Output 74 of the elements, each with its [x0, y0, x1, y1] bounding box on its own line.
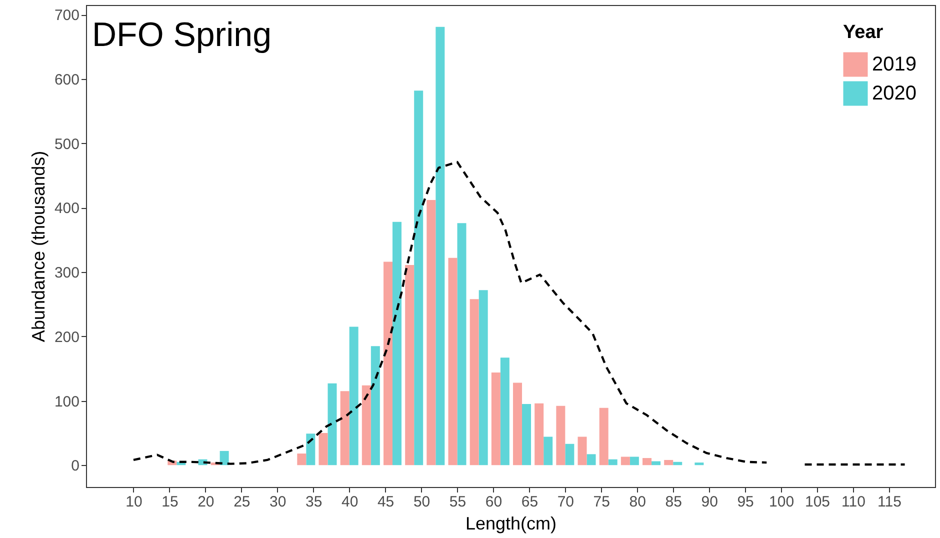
bar: [652, 461, 661, 466]
chart-title: DFO Spring: [92, 16, 272, 54]
bar: [478, 290, 488, 466]
x-tick-label: 35: [306, 494, 322, 510]
y-tick-label: 200: [54, 328, 80, 346]
x-tick-label: 30: [270, 494, 286, 510]
bar: [513, 382, 522, 466]
bar: [599, 408, 608, 466]
x-tick-label: 95: [737, 494, 754, 510]
y-tick-label: 300: [54, 264, 80, 282]
bar: [220, 450, 229, 466]
y-tick-label: 0: [71, 458, 80, 475]
bar: [362, 385, 371, 466]
bar: [565, 444, 574, 466]
bar: [426, 200, 436, 466]
y-tick-label: 700: [54, 7, 80, 24]
bar: [457, 223, 466, 466]
bar: [328, 383, 337, 466]
x-tick-label: 100: [769, 494, 794, 510]
x-tick-label: 105: [804, 494, 830, 510]
bar: [340, 391, 350, 466]
bar: [436, 26, 445, 466]
x-tick-label: 50: [413, 494, 430, 510]
bar: [544, 436, 553, 466]
x-tick-label: 85: [665, 494, 682, 510]
bar: [306, 434, 316, 466]
legend-label: 2019: [872, 54, 916, 76]
bar: [556, 406, 566, 466]
bar: [586, 454, 596, 466]
legend-label: 2020: [872, 82, 916, 104]
bar: [664, 460, 674, 466]
bar: [578, 436, 587, 466]
x-tick-label: 70: [557, 494, 574, 510]
bar: [318, 432, 328, 466]
y-tick-label: 400: [54, 200, 80, 218]
x-tick-label: 20: [198, 494, 214, 510]
bar: [414, 90, 424, 466]
bar: [620, 456, 630, 466]
x-tick-label: 55: [449, 494, 466, 510]
bar: [448, 258, 458, 466]
bar: [534, 403, 544, 466]
x-tick-label: 25: [234, 494, 250, 510]
x-tick-label: 60: [485, 494, 502, 510]
y-axis-title: Abundance (thousands): [28, 150, 48, 342]
x-tick-label: 80: [629, 494, 646, 510]
bar: [392, 222, 402, 466]
bar: [630, 456, 639, 466]
bar: [297, 454, 306, 466]
x-tick-label: 75: [593, 494, 610, 510]
legend-title: Year: [843, 22, 884, 43]
y-tick-label: 600: [54, 72, 80, 89]
bar: [608, 459, 618, 466]
bar: [384, 262, 393, 466]
x-tick-label: 65: [521, 494, 538, 510]
bar: [491, 372, 500, 466]
bar: [470, 299, 479, 466]
bar: [349, 326, 358, 466]
x-tick-label: 15: [162, 494, 178, 510]
bar: [370, 346, 380, 466]
x-tick-label: 110: [842, 494, 866, 510]
x-tick-label: 40: [341, 494, 358, 510]
bar: [405, 264, 414, 466]
x-tick-label: 45: [377, 494, 394, 510]
x-axis-title: Length(cm): [465, 514, 557, 534]
bar: [500, 358, 510, 466]
x-tick-label: 90: [701, 494, 718, 510]
x-tick-label: 10: [126, 494, 142, 510]
y-tick-label: 100: [54, 393, 80, 410]
bar: [642, 458, 652, 466]
x-tick-label: 115: [877, 494, 902, 510]
bar: [694, 462, 704, 466]
y-tick-label: 500: [54, 136, 80, 153]
bar: [673, 462, 682, 466]
bar: [522, 404, 532, 466]
